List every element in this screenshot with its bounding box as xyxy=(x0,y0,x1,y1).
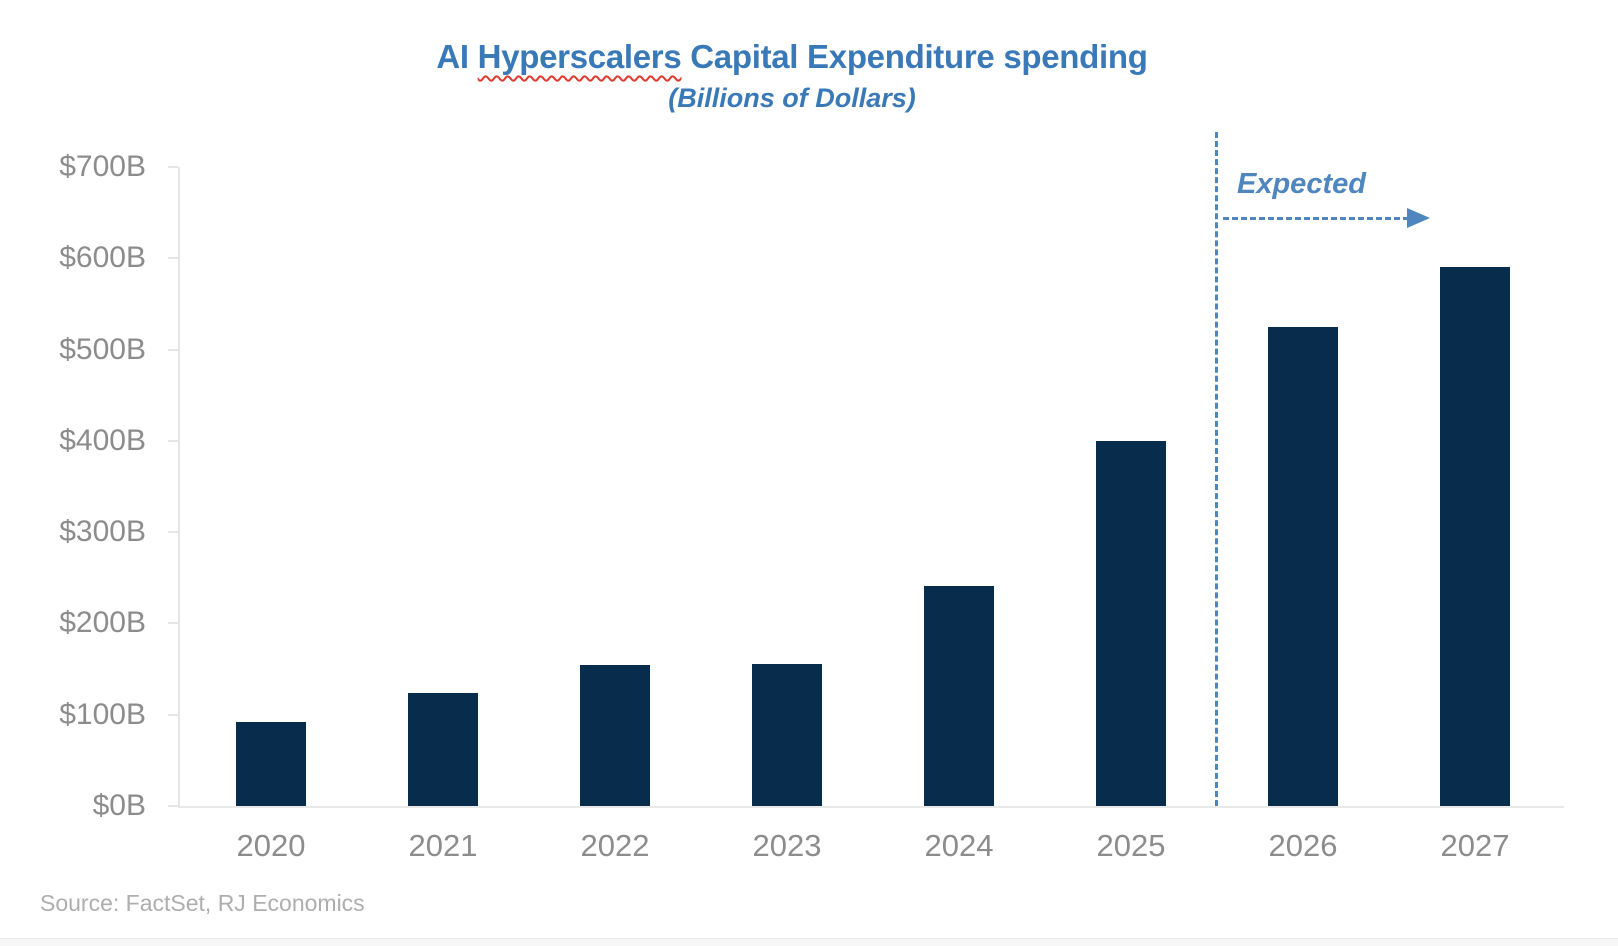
y-axis-tick xyxy=(168,257,178,260)
y-axis-tick xyxy=(168,622,178,625)
y-axis-label-400B: $400B xyxy=(59,423,146,457)
bottom-divider xyxy=(0,938,1618,946)
y-axis-label-500B: $500B xyxy=(59,332,146,366)
chart-subtitle: (Billions of Dollars) xyxy=(668,82,916,113)
y-axis-label-200B: $200B xyxy=(59,606,146,640)
bar-2024 xyxy=(924,586,994,806)
bar-2027 xyxy=(1440,267,1510,806)
source-note: Source: FactSet, RJ Economics xyxy=(40,890,365,916)
expected-label: Expected xyxy=(1237,168,1366,200)
title-part2: Capital Expenditure spending xyxy=(681,38,1148,75)
x-axis-label-2022: 2022 xyxy=(580,828,650,863)
x-axis-label-2024: 2024 xyxy=(924,828,994,863)
title-part1: AI xyxy=(436,38,478,75)
bar-2026 xyxy=(1268,327,1338,806)
y-axis-labels: $700B $600B $500B $400B $300B $200B $100B $0B xyxy=(30,150,146,822)
x-axis-label-2025: 2025 xyxy=(1096,828,1166,863)
y-axis-label-100B: $100B xyxy=(59,697,146,731)
y-axis-tick xyxy=(168,166,178,168)
x-axis-label-2026: 2026 xyxy=(1268,828,1338,863)
plot-area: Expected 2020 2021 2022 2023 2024 2025 2026 202… xyxy=(168,132,1564,863)
y-axis-tick xyxy=(168,805,178,807)
y-axis-label-600B: $600B xyxy=(59,241,146,275)
expected-arrow xyxy=(1223,217,1409,220)
y-axis-tick xyxy=(168,713,178,716)
x-axis-label-2023: 2023 xyxy=(752,828,822,863)
bar-2021 xyxy=(408,693,478,806)
bar-2023 xyxy=(752,664,822,806)
expected-divider-line xyxy=(1215,132,1218,806)
y-axis-tick xyxy=(168,531,178,534)
expected-arrowhead-icon xyxy=(1407,208,1430,228)
chart-title: AI Hyperscalers Capital Expenditure spen… xyxy=(0,38,1601,76)
y-axis-tick xyxy=(168,439,178,442)
bar-2022 xyxy=(580,665,650,806)
y-axis-label-300B: $300B xyxy=(59,515,146,549)
title-misspelled-word: Hyperscalers xyxy=(477,38,682,75)
y-axis-label-700B: $700B xyxy=(59,150,146,183)
title-block: AI Hyperscalers Capital Expenditure spen… xyxy=(0,38,1618,114)
bar-2020 xyxy=(236,722,306,806)
bar-2025 xyxy=(1096,441,1166,806)
y-axis-label-0B: $0B xyxy=(92,789,146,822)
x-axis-label-2027: 2027 xyxy=(1440,828,1510,863)
x-axis-label-2020: 2020 xyxy=(236,828,306,863)
y-axis-tick xyxy=(168,348,178,351)
x-axis-label-2021: 2021 xyxy=(408,828,478,863)
